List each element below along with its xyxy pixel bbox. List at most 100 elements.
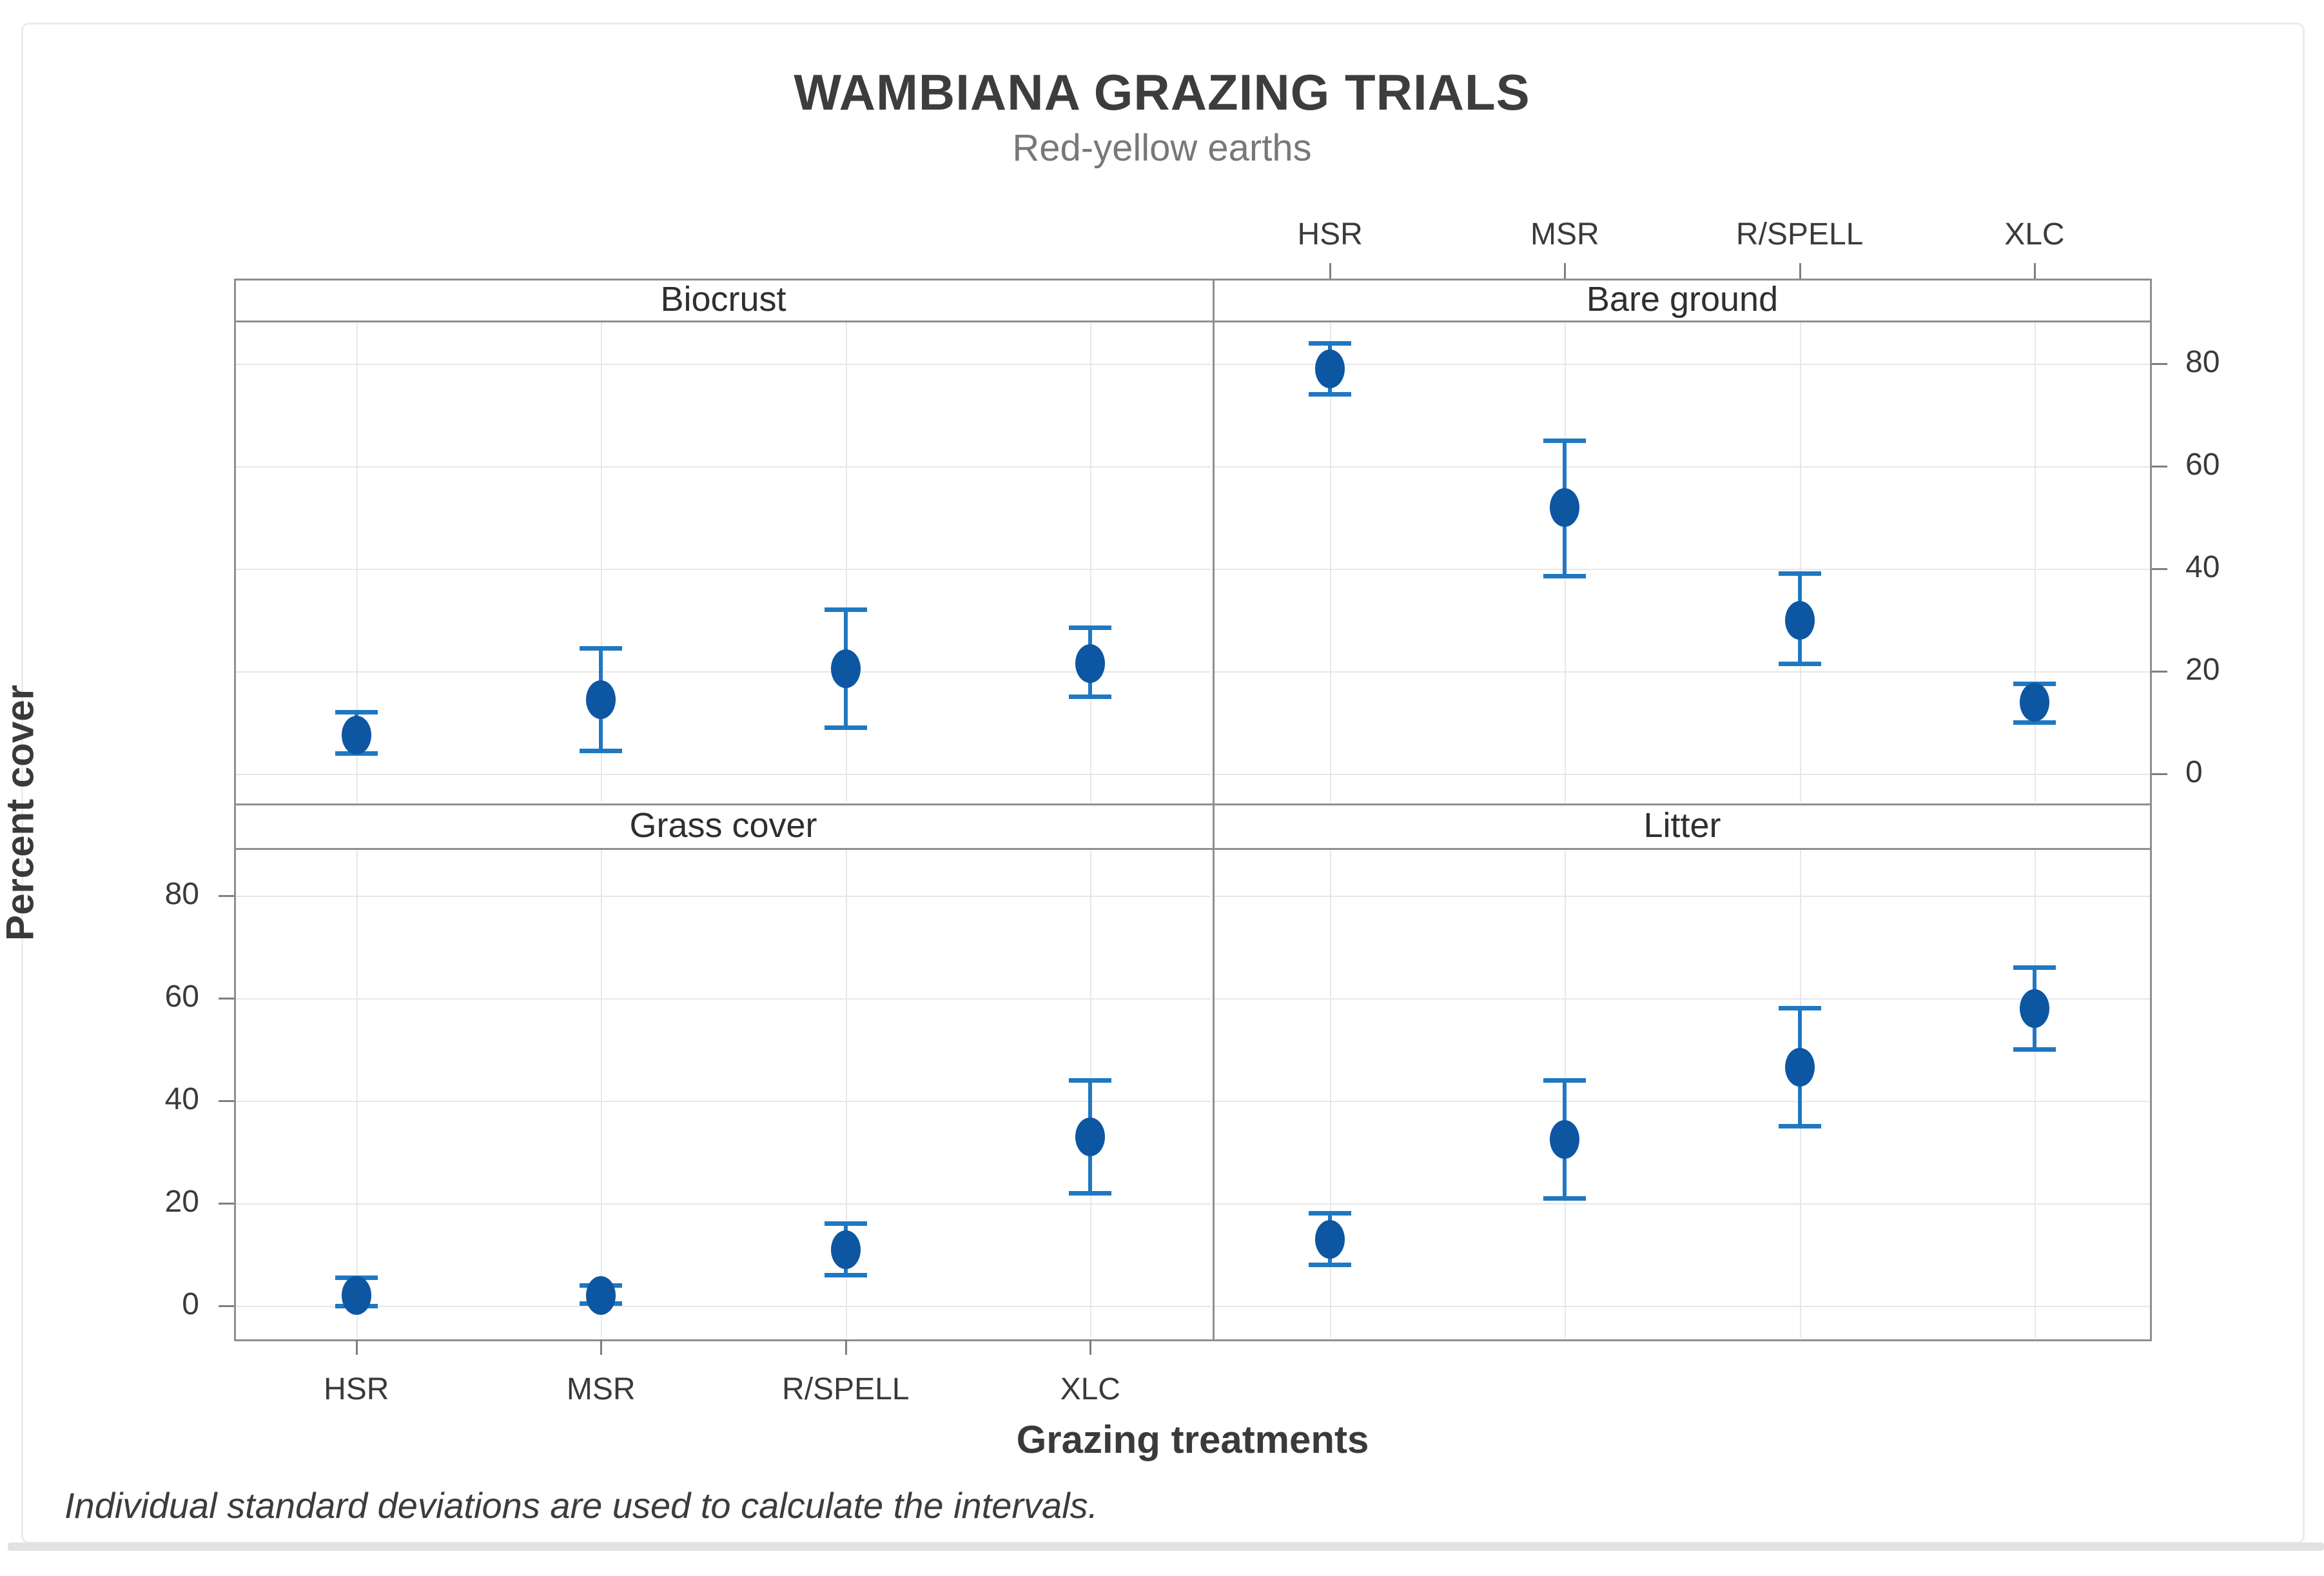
interval-cap-bottom bbox=[824, 725, 867, 730]
interval-cap-top bbox=[580, 645, 623, 651]
interval-cap-top bbox=[1309, 340, 1352, 346]
panel-border bbox=[234, 1339, 2152, 1341]
grid-line-horizontal bbox=[236, 569, 1211, 570]
interval-cap-bottom bbox=[2013, 1047, 2056, 1052]
mean-marker bbox=[1315, 1219, 1345, 1259]
interval-cap-bottom bbox=[2013, 720, 2056, 725]
y-tick-label-left: 80 bbox=[164, 877, 199, 911]
grid-line-horizontal bbox=[1215, 671, 2150, 673]
grid-line-vertical bbox=[356, 322, 358, 802]
y-tick-right bbox=[2152, 773, 2167, 775]
y-tick-left bbox=[219, 1203, 234, 1205]
grid-line-vertical bbox=[1330, 850, 1332, 1337]
grid-line-vertical bbox=[1330, 322, 1332, 802]
grid-line-horizontal bbox=[1215, 364, 2150, 365]
x-tick-label-bottom: MSR bbox=[566, 1372, 636, 1406]
panel-border bbox=[234, 803, 2152, 805]
grid-line-horizontal bbox=[1215, 1101, 2150, 1102]
panel-border bbox=[1213, 279, 1215, 1339]
y-tick-label-right: 40 bbox=[2185, 550, 2220, 584]
interval-cap-top bbox=[335, 710, 378, 715]
plot-title: WAMBIANA GRAZING TRIALS bbox=[794, 64, 1530, 121]
grid-line-horizontal bbox=[236, 1203, 1211, 1205]
x-axis-title: Grazing treatments bbox=[1016, 1418, 1369, 1461]
window-bottom-edge bbox=[8, 1542, 2324, 1551]
y-tick-label-left: 40 bbox=[164, 1082, 199, 1116]
y-tick-left bbox=[219, 998, 234, 1000]
y-tick-left bbox=[219, 1305, 234, 1307]
grid-line-vertical bbox=[1090, 322, 1092, 802]
interval-cap-bottom bbox=[580, 748, 623, 753]
interval-cap-top bbox=[1069, 625, 1112, 630]
mean-marker bbox=[2019, 989, 2049, 1028]
interval-cap-top bbox=[1778, 571, 1821, 576]
mean-marker bbox=[1075, 644, 1106, 684]
x-tick-label-bottom: HSR bbox=[324, 1372, 389, 1406]
panel-border bbox=[234, 279, 2152, 281]
grid-line-horizontal bbox=[1215, 998, 2150, 1000]
y-tick-label-left: 0 bbox=[182, 1287, 199, 1321]
x-tick-label-bottom: XLC bbox=[1060, 1372, 1120, 1406]
mean-marker bbox=[586, 680, 616, 719]
grid-line-vertical bbox=[845, 850, 847, 1337]
panel-border bbox=[234, 320, 2152, 322]
panel-border bbox=[234, 279, 236, 1339]
y-tick-right bbox=[2152, 466, 2167, 468]
grid-line-vertical bbox=[1799, 322, 1801, 802]
panel-strip-grass-cover: Grass cover bbox=[629, 806, 817, 845]
mean-marker bbox=[1075, 1117, 1106, 1156]
x-tick-bottom bbox=[1089, 1339, 1092, 1355]
interval-cap-bottom bbox=[1543, 1196, 1587, 1201]
panel-border bbox=[234, 848, 2152, 850]
interval-cap-top bbox=[824, 607, 867, 613]
interval-cap-top bbox=[1778, 1006, 1821, 1011]
mean-marker bbox=[1784, 600, 1815, 640]
grid-line-horizontal bbox=[1215, 1203, 2150, 1205]
panel-border bbox=[2150, 279, 2152, 1339]
grid-line-horizontal bbox=[236, 1306, 1211, 1307]
interval-cap-bottom bbox=[1543, 574, 1587, 579]
panel-strip-litter: Litter bbox=[1643, 806, 1721, 845]
x-tick-bottom bbox=[600, 1339, 603, 1355]
interval-cap-bottom bbox=[824, 1272, 867, 1277]
grid-line-horizontal bbox=[236, 364, 1211, 365]
interval-cap-bottom bbox=[1778, 1124, 1821, 1129]
grid-line-horizontal bbox=[1215, 466, 2150, 468]
y-tick-label-left: 60 bbox=[164, 980, 199, 1014]
grid-line-horizontal bbox=[236, 774, 1211, 775]
y-tick-label-right: 80 bbox=[2185, 345, 2220, 379]
interval-cap-bottom bbox=[1309, 1262, 1352, 1267]
footnote: Individual standard deviations are used … bbox=[64, 1485, 1099, 1526]
panel-strip-biocrust: Biocrust bbox=[660, 280, 786, 319]
x-tick-top bbox=[1799, 263, 1801, 279]
mean-marker bbox=[1315, 349, 1345, 388]
x-tick-top bbox=[1564, 263, 1567, 279]
x-tick-bottom bbox=[845, 1339, 847, 1355]
mean-marker bbox=[1550, 1119, 1580, 1159]
interval-cap-top bbox=[1309, 1211, 1352, 1216]
grid-line-horizontal bbox=[1215, 1306, 2150, 1307]
grid-line-vertical bbox=[601, 850, 603, 1337]
grid-line-horizontal bbox=[1215, 774, 2150, 775]
grid-line-vertical bbox=[2034, 850, 2036, 1337]
x-tick-label-top: MSR bbox=[1530, 217, 1599, 251]
interval-cap-bottom bbox=[1069, 1190, 1112, 1196]
mean-marker bbox=[341, 716, 371, 755]
y-tick-label-right: 20 bbox=[2185, 653, 2220, 687]
grid-line-vertical bbox=[601, 322, 603, 802]
grid-line-vertical bbox=[356, 850, 358, 1337]
mean-marker bbox=[1784, 1048, 1815, 1087]
grid-line-horizontal bbox=[236, 1101, 1211, 1102]
x-tick-label-bottom: R/SPELL bbox=[782, 1372, 910, 1406]
grid-line-horizontal bbox=[236, 896, 1211, 897]
x-tick-label-top: XLC bbox=[2004, 217, 2065, 251]
panel-strip-bare-ground: Bare ground bbox=[1586, 280, 1779, 319]
grid-line-horizontal bbox=[1215, 569, 2150, 570]
mean-marker bbox=[586, 1276, 616, 1315]
grid-line-horizontal bbox=[236, 998, 1211, 1000]
y-tick-label-left: 20 bbox=[164, 1185, 199, 1219]
x-tick-label-top: HSR bbox=[1297, 217, 1363, 251]
x-tick-top bbox=[1329, 263, 1332, 279]
y-tick-right bbox=[2152, 363, 2167, 365]
